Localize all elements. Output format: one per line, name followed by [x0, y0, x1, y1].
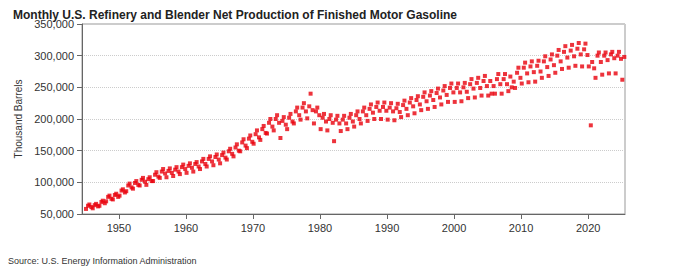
svg-text:1950: 1950: [107, 222, 131, 234]
svg-text:100,000: 100,000: [34, 176, 74, 188]
svg-text:2000: 2000: [442, 222, 466, 234]
svg-text:2020: 2020: [576, 222, 600, 234]
svg-text:1980: 1980: [308, 222, 332, 234]
svg-text:300,000: 300,000: [34, 50, 74, 62]
svg-text:150,000: 150,000: [34, 145, 74, 157]
svg-text:1960: 1960: [174, 222, 198, 234]
svg-text:200,000: 200,000: [34, 113, 74, 125]
svg-text:2010: 2010: [509, 222, 533, 234]
svg-text:Thousand Barrels: Thousand Barrels: [13, 80, 24, 159]
svg-text:Source: U.S. Energy Informatio: Source: U.S. Energy Information Administ…: [8, 256, 197, 266]
svg-text:Monthly U.S. Refinery and Blen: Monthly U.S. Refinery and Blender Net Pr…: [13, 8, 457, 22]
svg-text:350,000: 350,000: [34, 18, 74, 30]
svg-text:1970: 1970: [241, 222, 265, 234]
svg-text:1990: 1990: [375, 222, 399, 234]
svg-text:50,000: 50,000: [40, 208, 74, 220]
svg-text:250,000: 250,000: [34, 81, 74, 93]
